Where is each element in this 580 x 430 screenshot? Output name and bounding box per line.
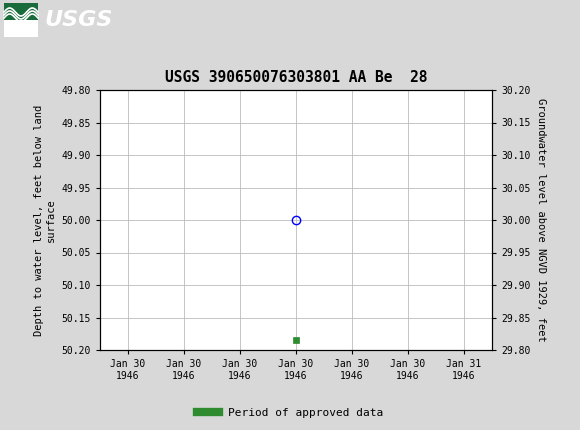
Y-axis label: Depth to water level, feet below land
surface: Depth to water level, feet below land su… bbox=[34, 104, 56, 336]
Text: USGS: USGS bbox=[44, 10, 113, 30]
Polygon shape bbox=[4, 3, 38, 20]
Y-axis label: Groundwater level above NGVD 1929, feet: Groundwater level above NGVD 1929, feet bbox=[536, 98, 546, 342]
FancyBboxPatch shape bbox=[4, 3, 38, 37]
Title: USGS 390650076303801 AA Be  28: USGS 390650076303801 AA Be 28 bbox=[165, 70, 427, 85]
Legend: Period of approved data: Period of approved data bbox=[193, 403, 387, 422]
